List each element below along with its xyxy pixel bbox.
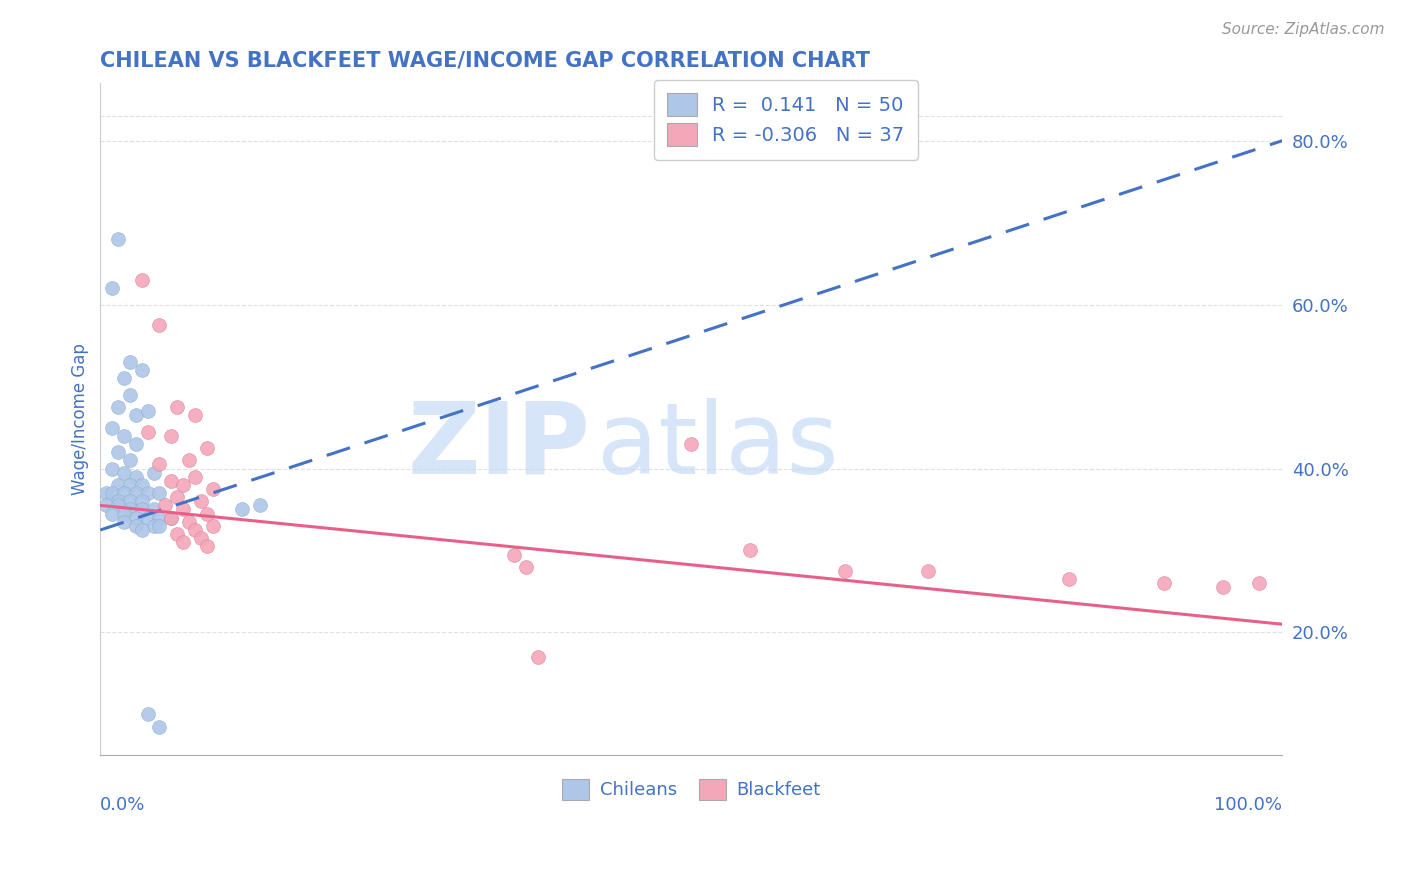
Point <box>166 490 188 504</box>
Point <box>834 564 856 578</box>
Point <box>148 519 170 533</box>
Point <box>136 425 159 439</box>
Point <box>1247 576 1270 591</box>
Point <box>136 486 159 500</box>
Point <box>201 482 224 496</box>
Point <box>148 510 170 524</box>
Point <box>118 494 141 508</box>
Point <box>101 486 124 500</box>
Point <box>249 499 271 513</box>
Legend: Chileans, Blackfeet: Chileans, Blackfeet <box>554 772 828 806</box>
Point <box>131 273 153 287</box>
Point <box>125 519 148 533</box>
Point <box>184 409 207 423</box>
Point <box>740 543 762 558</box>
Point <box>125 486 148 500</box>
Point <box>160 474 183 488</box>
Point <box>172 478 194 492</box>
Point <box>125 437 148 451</box>
Point <box>190 531 212 545</box>
Point <box>148 486 170 500</box>
Point <box>160 510 183 524</box>
Point <box>107 494 129 508</box>
Point <box>96 499 118 513</box>
Point <box>172 502 194 516</box>
Point <box>101 461 124 475</box>
Point <box>118 453 141 467</box>
Point <box>96 486 118 500</box>
Text: CHILEAN VS BLACKFEET WAGE/INCOME GAP CORRELATION CHART: CHILEAN VS BLACKFEET WAGE/INCOME GAP COR… <box>100 51 870 70</box>
Point <box>177 515 200 529</box>
Point <box>118 355 141 369</box>
Point <box>201 519 224 533</box>
Point <box>131 502 153 516</box>
Point <box>142 519 165 533</box>
Point <box>503 548 526 562</box>
Text: 100.0%: 100.0% <box>1215 796 1282 814</box>
Point <box>118 478 141 492</box>
Point <box>107 478 129 492</box>
Point <box>107 499 129 513</box>
Point <box>195 540 218 554</box>
Point <box>526 650 548 665</box>
Point <box>166 400 188 414</box>
Point <box>148 458 170 472</box>
Point <box>125 469 148 483</box>
Point <box>184 523 207 537</box>
Point <box>131 363 153 377</box>
Point <box>160 428 183 442</box>
Point <box>131 523 153 537</box>
Point <box>515 559 537 574</box>
Point <box>148 318 170 332</box>
Point <box>195 441 218 455</box>
Point <box>155 499 177 513</box>
Point <box>101 507 124 521</box>
Point <box>112 466 135 480</box>
Point <box>166 527 188 541</box>
Point <box>231 502 253 516</box>
Point <box>112 428 135 442</box>
Point <box>136 707 159 722</box>
Point <box>107 400 129 414</box>
Point <box>118 388 141 402</box>
Point <box>131 478 153 492</box>
Point <box>917 564 939 578</box>
Point <box>125 510 148 524</box>
Point <box>195 507 218 521</box>
Point <box>112 515 135 529</box>
Point <box>1059 572 1081 586</box>
Point <box>136 404 159 418</box>
Point <box>125 409 148 423</box>
Point <box>112 486 135 500</box>
Point <box>101 281 124 295</box>
Point <box>131 494 153 508</box>
Text: ZIP: ZIP <box>408 398 591 495</box>
Point <box>681 437 703 451</box>
Point <box>112 371 135 385</box>
Point <box>190 494 212 508</box>
Point <box>177 453 200 467</box>
Point <box>1153 576 1175 591</box>
Point <box>184 469 207 483</box>
Point <box>112 507 135 521</box>
Point <box>148 720 170 734</box>
Point <box>160 510 183 524</box>
Text: 0.0%: 0.0% <box>100 796 146 814</box>
Point <box>172 535 194 549</box>
Point <box>136 510 159 524</box>
Point <box>142 466 165 480</box>
Text: Source: ZipAtlas.com: Source: ZipAtlas.com <box>1222 22 1385 37</box>
Point <box>107 232 129 246</box>
Y-axis label: Wage/Income Gap: Wage/Income Gap <box>72 343 89 495</box>
Point <box>118 502 141 516</box>
Point <box>107 445 129 459</box>
Text: atlas: atlas <box>596 398 838 495</box>
Point <box>101 420 124 434</box>
Point <box>142 502 165 516</box>
Point <box>1212 580 1234 594</box>
